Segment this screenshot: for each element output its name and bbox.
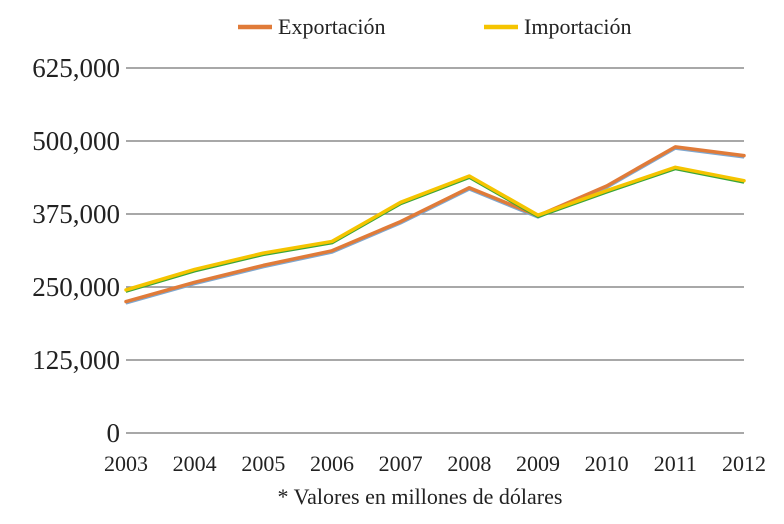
x-tick-label: 2010 (585, 451, 629, 476)
y-tick-label: 375,000 (32, 199, 120, 229)
series-line-1 (124, 145, 746, 304)
x-tick-label: 2009 (516, 451, 560, 476)
series-line-2 (124, 165, 746, 292)
footnote: * Valores en millones de dólares (278, 484, 563, 509)
y-axis-ticks: 0 125,000 250,000 375,000 500,000 625,000 (32, 53, 120, 448)
y-tick-label: 125,000 (32, 345, 120, 375)
x-axis-ticks: 2003 2004 2005 2006 2007 2008 2009 2010 2011 2012 (104, 451, 766, 476)
legend-label: Importación (524, 14, 632, 39)
legend-label: Exportación (278, 14, 386, 39)
x-tick-label: 2004 (173, 451, 217, 476)
series-lines (124, 145, 746, 305)
x-tick-label: 2011 (654, 451, 697, 476)
x-tick-label: 2003 (104, 451, 148, 476)
x-tick-label: 2006 (310, 451, 354, 476)
gridlines (126, 67, 744, 434)
series-shadow-line (125, 168, 745, 293)
series-shadow-line (125, 147, 745, 305)
y-tick-label: 500,000 (32, 126, 120, 156)
y-tick-label: 250,000 (32, 272, 120, 302)
x-tick-label: 2008 (447, 451, 491, 476)
y-tick-label: 0 (107, 418, 121, 448)
legend: Exportación Importación (238, 14, 632, 39)
y-tick-label: 625,000 (32, 53, 120, 83)
x-tick-label: 2005 (241, 451, 285, 476)
x-tick-label: 2012 (722, 451, 766, 476)
x-tick-label: 2007 (379, 451, 423, 476)
